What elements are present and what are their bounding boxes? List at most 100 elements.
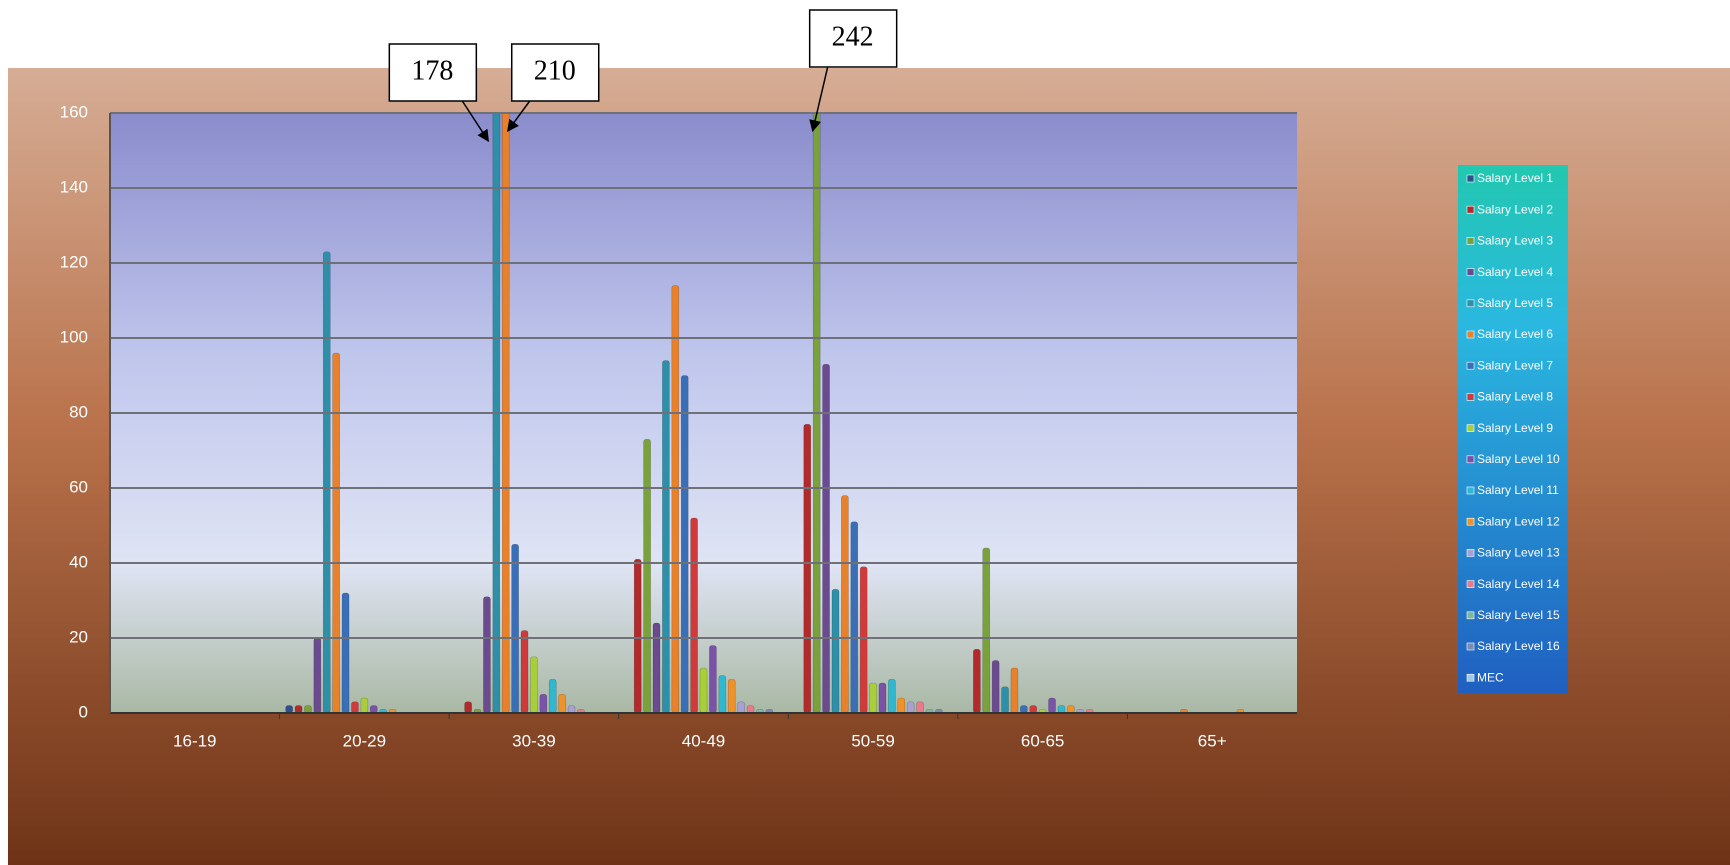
legend-label: Salary Level 10 (1477, 452, 1560, 466)
y-tick-label: 20 (69, 627, 88, 646)
bar (878, 682, 887, 714)
bar (1001, 686, 1009, 714)
bar (850, 521, 859, 714)
bar (483, 596, 491, 714)
bar (360, 697, 369, 714)
bar (1067, 705, 1075, 714)
bar (369, 705, 378, 714)
legend-label: MEC (1477, 670, 1504, 684)
legend-label: Salary Level 9 (1477, 421, 1553, 435)
bar (727, 678, 736, 714)
x-tick-label: 65+ (1198, 731, 1227, 750)
y-tick-label: 80 (69, 402, 88, 421)
legend-swatch (1466, 580, 1475, 588)
x-tick-label: 60-65 (1021, 731, 1064, 750)
legend-label: Salary Level 3 (1477, 234, 1553, 248)
legend-label: Salary Level 15 (1477, 608, 1560, 622)
y-tick-label: 60 (69, 477, 88, 496)
x-tick-label: 40-49 (682, 731, 725, 750)
legend-swatch (1466, 642, 1475, 651)
legend-swatch (1466, 393, 1475, 401)
legend-label: Salary Level 4 (1477, 265, 1553, 279)
bar (916, 701, 924, 714)
bar (1029, 705, 1038, 714)
legend-label: Salary Level 16 (1477, 639, 1560, 653)
legend-swatch (1466, 486, 1475, 495)
bar (859, 566, 868, 714)
bar (294, 705, 303, 714)
bar (539, 693, 548, 714)
bar (643, 438, 651, 714)
bar (530, 656, 538, 714)
bar (464, 701, 472, 714)
bar (567, 705, 576, 714)
y-tick-label: 120 (60, 252, 88, 271)
bar (982, 547, 991, 714)
bar (511, 543, 519, 714)
y-tick-label: 40 (69, 552, 88, 571)
legend-swatch (1466, 330, 1475, 339)
bar (304, 705, 312, 714)
x-tick-label: 16-19 (173, 731, 216, 750)
bar (746, 705, 755, 714)
legend-swatch (1466, 549, 1475, 557)
bar (699, 667, 708, 714)
data-label: 210 (534, 55, 576, 86)
legend (1458, 165, 1568, 693)
y-tick-label: 160 (60, 102, 88, 121)
bar (322, 251, 331, 714)
legend-swatch (1466, 455, 1475, 464)
bar (341, 592, 350, 714)
bar (332, 352, 340, 714)
x-tick-label: 50-59 (851, 731, 894, 750)
bar (492, 113, 501, 714)
bar (1010, 667, 1019, 714)
legend-label: Salary Level 2 (1477, 202, 1553, 216)
bar (737, 701, 745, 714)
callout-arrow (461, 100, 489, 143)
bar (991, 660, 1000, 714)
y-tick-label: 0 (79, 702, 88, 721)
legend-label: Salary Level 12 (1477, 514, 1560, 528)
legend-label: Salary Level 1 (1477, 171, 1553, 185)
bar (285, 705, 293, 714)
bar (888, 678, 896, 714)
bar (1057, 705, 1066, 714)
bar (520, 630, 529, 714)
legend-swatch (1466, 299, 1475, 308)
legend-label: Salary Level 14 (1477, 577, 1560, 591)
bar (906, 701, 915, 714)
legend-swatch (1466, 673, 1475, 682)
legend-swatch (1466, 361, 1475, 370)
callout-arrow (809, 66, 829, 133)
legend-swatch (1466, 268, 1475, 276)
legend-swatch (1466, 205, 1475, 214)
callout-box (388, 43, 478, 102)
bar (897, 697, 906, 714)
bar (1048, 697, 1056, 714)
legend-label: Salary Level 5 (1477, 296, 1553, 310)
bar (869, 682, 877, 714)
y-tick-label: 100 (60, 327, 88, 346)
data-label: 178 (411, 55, 453, 86)
bar (709, 645, 717, 714)
x-tick-label: 20-29 (343, 731, 386, 750)
bar (680, 375, 689, 714)
bar (313, 637, 322, 714)
bar (671, 285, 680, 714)
legend-label: Salary Level 11 (1477, 483, 1559, 497)
bar (803, 423, 812, 714)
bar (822, 363, 830, 714)
bar (841, 495, 849, 714)
legend-swatch (1466, 517, 1475, 526)
bar (633, 558, 642, 714)
legend-label: Salary Level 7 (1477, 358, 1553, 372)
bar (718, 675, 727, 714)
bar (652, 622, 661, 714)
legend-label: Salary Level 13 (1477, 546, 1560, 560)
legend-swatch (1466, 611, 1475, 620)
legend-label: Salary Level 8 (1477, 390, 1553, 404)
bar (351, 701, 359, 714)
callout-box (510, 43, 600, 102)
